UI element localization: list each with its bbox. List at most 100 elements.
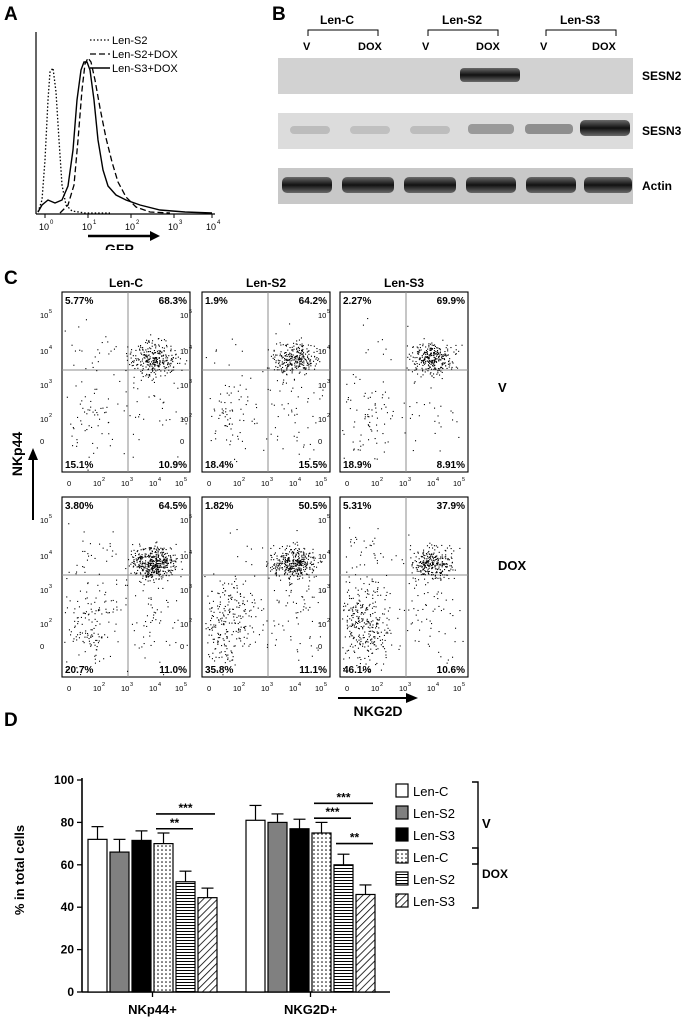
flow-ytick-exp: 4 [327,345,330,351]
flow-ytick-exp: 5 [49,309,52,315]
flow-ytick-label: 10 [318,552,326,561]
significance-label: ** [170,816,180,830]
legend-swatch [395,805,409,820]
flow-ytick-label: 0 [40,437,44,446]
flow-ytick-exp: 5 [327,514,330,520]
quadrant-ur-percent: 64.2% [299,296,327,307]
blot-group-len-s2: Len-S2 [442,13,482,27]
legend-item-len-s2: Len-S2 [112,35,147,47]
flow-ytick-exp: 5 [327,309,330,315]
flow-xtick-label: 0 [67,479,71,488]
quadrant-lr-percent: 10.9% [159,460,187,471]
legend-swatch [395,827,409,842]
blot-bracket [307,29,379,36]
flow-xtick-label: 10 [427,684,435,693]
flow-xtick-label: 0 [67,684,71,693]
bar [289,828,310,993]
histogram-xtick-label: 10 [206,222,216,232]
bar-chart-ytick-label: 20 [61,943,75,957]
flow-ytick-label: 10 [318,586,326,595]
flow-xtick-label: 10 [453,479,461,488]
len-s2-dox-curve [59,56,171,214]
bar [87,838,108,993]
panel-label-a: A [4,4,18,25]
lane-label: DOX [592,41,617,53]
legend-group-v: V [482,816,491,831]
lane-label: V [422,41,430,53]
flow-xtick-label: 10 [93,684,101,693]
bar [109,851,130,993]
flow-events [64,319,188,471]
flow-xtick-label: 10 [371,479,379,488]
flow-plot-frame [61,496,191,678]
flow-xtick-label: 0 [345,479,349,488]
significance-label: *** [336,790,350,804]
legend-item: Len-C [413,850,448,865]
lane-label: DOX [358,41,383,53]
flow-plot-frame [339,291,469,473]
bar [333,864,354,993]
gfp-histogram: 10 0 10 1 10 2 10 3 10 4 Len-S2 Len-S2+D… [35,32,221,250]
quadrant-ll-percent: 18.9% [343,460,371,471]
flow-xtick-label: 0 [345,684,349,693]
flow-ytick-label: 10 [180,620,188,629]
flow-xtick-exp: 3 [130,682,133,688]
panel-label-c: C [4,268,18,289]
legend-bracket-v [472,781,479,865]
flow-xtick-exp: 2 [102,477,105,483]
bar [267,821,288,993]
flow-xtick-exp: 4 [158,682,161,688]
blot-bracket [545,29,617,36]
flow-xtick-exp: 3 [408,682,411,688]
flow-xtick-exp: 5 [462,682,465,688]
flow-xtick-label: 10 [289,479,297,488]
gfp-axis-label: GFP [105,241,134,250]
quadrant-ll-percent: 35.8% [205,665,233,676]
flow-ytick-label: 10 [318,516,326,525]
flow-ytick-label: 10 [40,516,48,525]
sesn3-band [468,124,514,134]
flow-ytick-label: 10 [180,347,188,356]
quadrant-lr-percent: 8.91% [437,460,465,471]
western-blot: Len-C Len-S2 Len-S3 V DOX V DOX V DOX SE… [278,13,682,204]
histogram-xtick-label: 10 [39,222,49,232]
legend-item: Len-S2 [413,872,455,887]
flow-ytick-label: 10 [318,347,326,356]
flow-ytick-label: 10 [40,381,48,390]
legend-swatch [395,783,409,798]
quadrant-ul-percent: 5.31% [343,501,371,512]
nkp44-axis-arrow-head [28,448,38,460]
bar-chart-category-label: NKp44+ [128,1002,177,1017]
quadrant-ll-percent: 15.1% [65,460,93,471]
flow-row-label-v: V [498,380,507,395]
flow-xtick-label: 10 [399,479,407,488]
flow-ytick-exp: 3 [189,379,192,385]
histogram-xtick-exp: 4 [217,220,221,226]
quadrant-ul-percent: 3.80% [65,501,93,512]
flow-xtick-label: 0 [207,479,211,488]
flow-ytick-exp: 4 [49,345,52,351]
flow-xtick-exp: 4 [158,477,161,483]
bar [311,832,332,993]
lane-label: V [303,41,311,53]
flow-plot-frame [201,291,331,473]
flow-xtick-label: 10 [261,684,269,693]
legend-swatch [395,871,409,886]
quadrant-ur-percent: 69.9% [437,296,465,307]
legend-group-dox: DOX [482,867,508,881]
flow-xtick-label: 10 [371,684,379,693]
flow-xtick-exp: 4 [436,682,439,688]
blot-bracket [427,29,499,36]
flow-ytick-exp: 4 [189,345,192,351]
quadrant-lr-percent: 11.0% [159,665,187,676]
flow-xtick-label: 10 [93,479,101,488]
quadrant-ur-percent: 37.9% [437,501,465,512]
bar [153,842,174,993]
quadrant-lr-percent: 11.1% [299,665,327,676]
sesn2-band [460,68,520,82]
flow-ytick-label: 0 [180,642,184,651]
blot-group-len-s3: Len-S3 [560,13,600,27]
flow-xtick-label: 10 [289,684,297,693]
